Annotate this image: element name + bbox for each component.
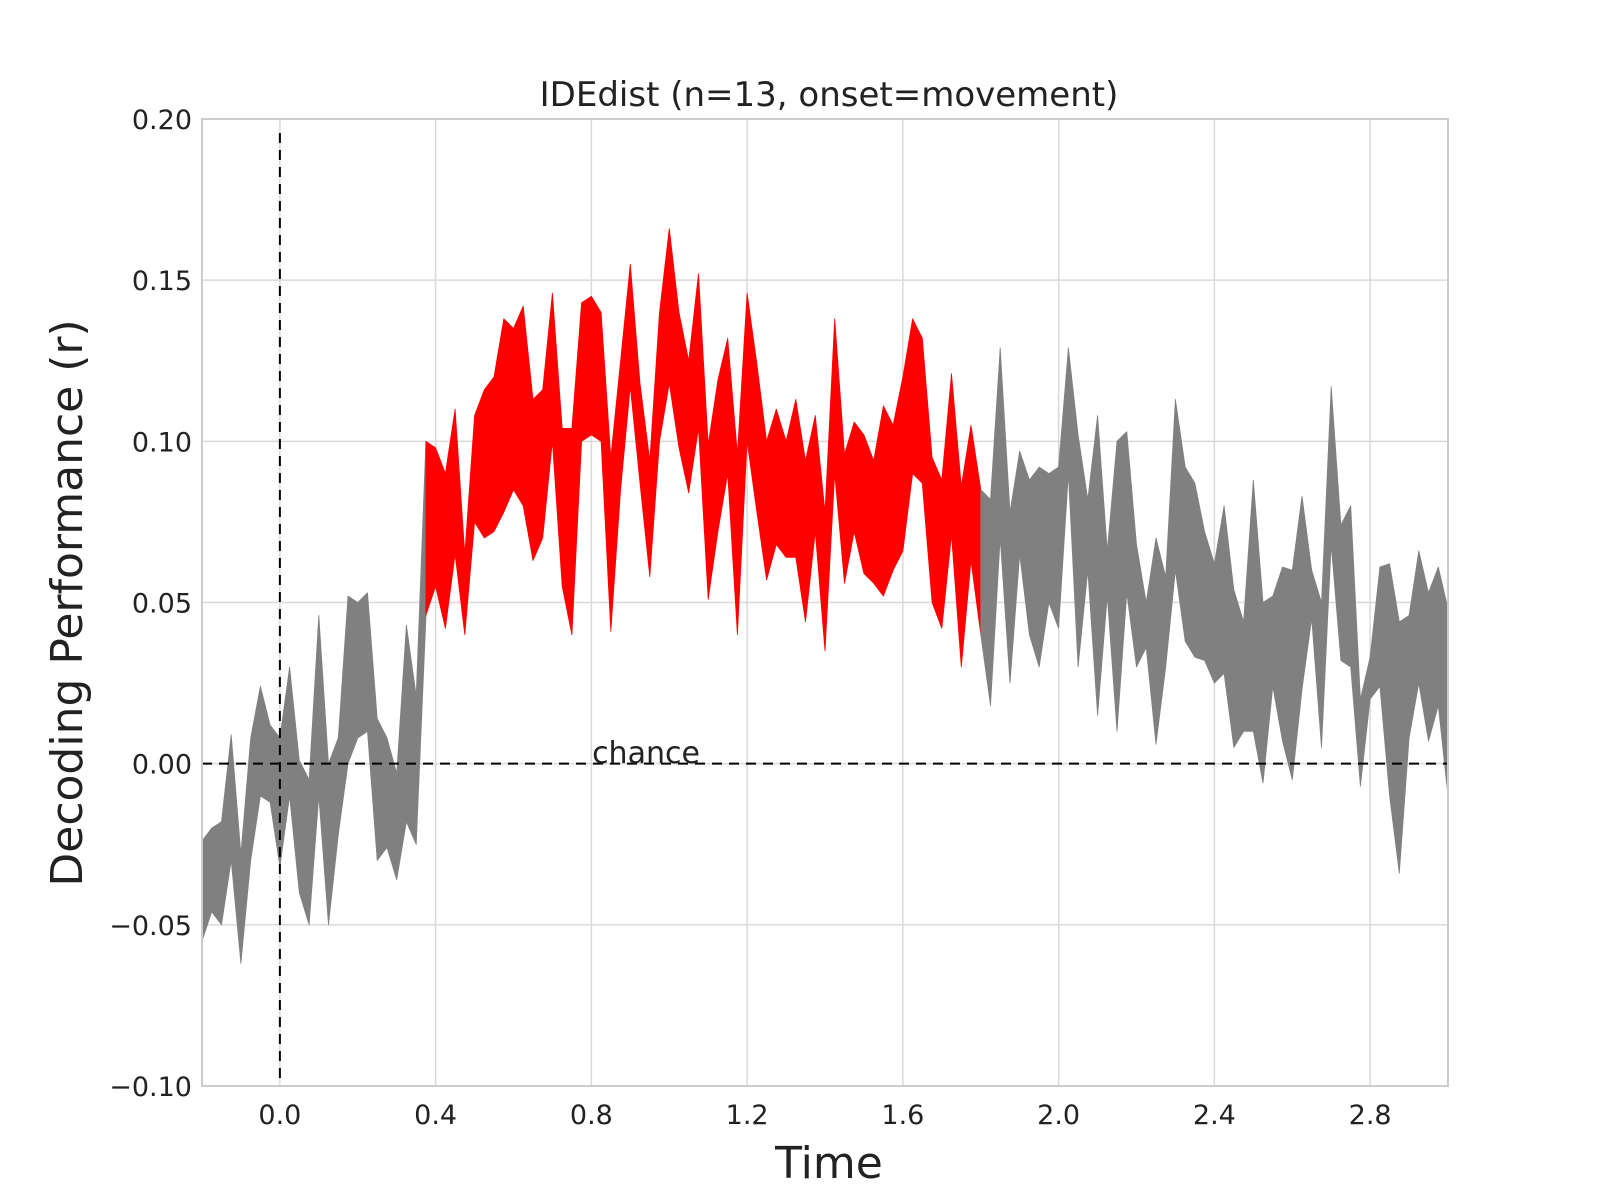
- x-tick-label: 2.8: [1349, 1100, 1392, 1131]
- significant-band: [425, 228, 982, 668]
- y-axis-label: Decoding Performance (r): [42, 319, 93, 886]
- chart-title: IDEdist (n=13, onset=movement): [540, 75, 1119, 115]
- x-axis-label: Time: [774, 1138, 883, 1189]
- y-tick-label: 0.05: [132, 589, 192, 620]
- x-tick-label: 0.8: [570, 1100, 613, 1131]
- y-tick-label: 0.00: [132, 750, 192, 781]
- nonsignificant-band: [201, 592, 417, 964]
- tick-labels: 0.0 0.4 0.8 1.2 1.6 2.0 2.4 2.8 −0.10 −0.05 0.00 0.…: [109, 105, 1391, 1131]
- y-tick-label: −0.10: [109, 1072, 192, 1103]
- performance-bands: [201, 228, 1449, 964]
- x-tick-label: 0.0: [258, 1100, 301, 1131]
- y-tick-label: 0.15: [132, 266, 192, 297]
- y-tick-label: 0.20: [132, 105, 192, 136]
- x-tick-label: 1.6: [881, 1100, 924, 1131]
- y-tick-label: 0.10: [132, 427, 192, 458]
- y-tick-label: −0.05: [109, 911, 192, 942]
- reference-lines: [202, 133, 1448, 1086]
- nonsignificant-band: [415, 440, 427, 845]
- x-tick-label: 1.2: [726, 1100, 769, 1131]
- plot-frame: [201, 118, 1449, 1087]
- x-tick-label: 0.4: [414, 1100, 457, 1131]
- x-tick-label: 2.0: [1037, 1100, 1080, 1131]
- x-tick-label: 2.4: [1193, 1100, 1236, 1131]
- chance-label: chance: [592, 736, 700, 771]
